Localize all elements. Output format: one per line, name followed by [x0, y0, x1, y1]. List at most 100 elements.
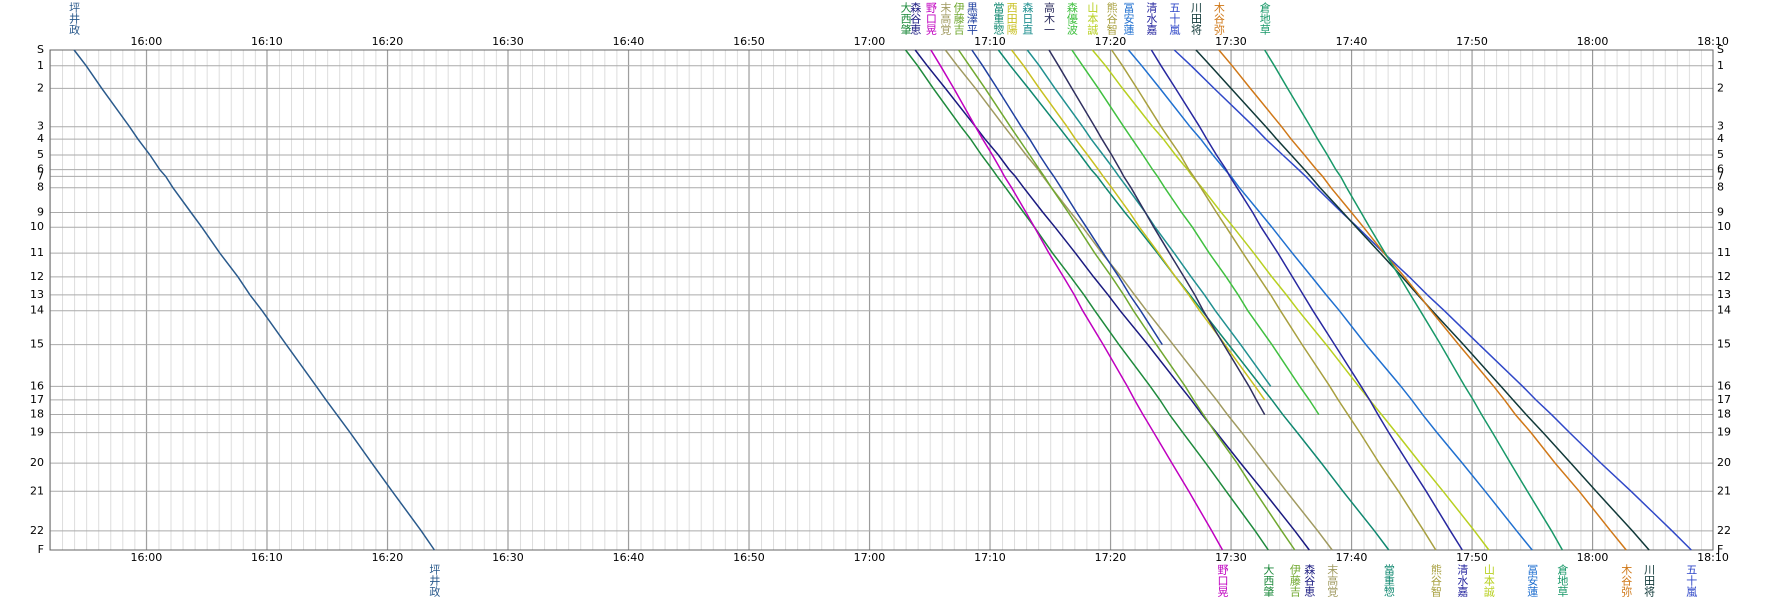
runner-name: 當重惣	[992, 2, 1005, 35]
y-tick-label: 1	[37, 59, 44, 72]
y-tick-label: 17	[30, 393, 44, 406]
runner-line	[1048, 49, 1266, 415]
y-tick-label: 16	[30, 379, 44, 392]
x-tick-label: 17:20	[1095, 35, 1127, 48]
y-tick-label: 18	[30, 408, 44, 421]
runner-name: 五十嵐	[1685, 564, 1698, 598]
y-tick-label: 21	[30, 484, 44, 497]
y-tick-label: 10	[30, 220, 44, 233]
runner-line	[1111, 49, 1437, 551]
x-tick-label: 16:50	[733, 35, 765, 48]
runner-name: 冨安蓮	[1526, 564, 1539, 598]
y-tick-label: 13	[30, 288, 44, 301]
runner-name: 野口晃	[1216, 564, 1229, 598]
y-tick-label: 2	[37, 81, 44, 94]
y-tick-label: 3	[1717, 120, 1724, 133]
x-tick-label: 17:10	[974, 551, 1006, 564]
y-tick-label: 2	[1717, 81, 1724, 94]
runner-name: 木谷弥	[1620, 564, 1633, 598]
y-tick-label: S	[37, 43, 44, 56]
x-tick-label: 17:30	[1215, 551, 1247, 564]
runner-name: 倉地草	[1258, 1, 1271, 35]
x-tick-label: 16:40	[613, 551, 645, 564]
runner-name: 山本誠	[1482, 564, 1495, 598]
y-tick-label: 20	[30, 456, 44, 469]
runner-line	[930, 49, 1224, 551]
x-tick-label: 17:00	[854, 35, 886, 48]
runner-name: 伊藤吉	[1288, 564, 1301, 598]
y-tick-label: 20	[1717, 456, 1731, 469]
y-tick-label: 4	[37, 132, 44, 145]
runner-name: 木谷弥	[1212, 2, 1225, 36]
x-tick-label: 16:00	[131, 35, 163, 48]
y-tick-label: 17	[1717, 393, 1731, 406]
y-tick-label: 11	[30, 246, 44, 259]
y-tick-label: 3	[37, 120, 44, 133]
minor-grid	[50, 50, 1713, 550]
runner-name: 五十嵐	[1168, 2, 1181, 36]
y-tick-label: 16	[1717, 379, 1731, 392]
y-tick-label: 9	[37, 206, 44, 219]
runner-line	[1127, 49, 1533, 551]
x-tick-label: 16:50	[733, 551, 765, 564]
x-tick-label: 18:10	[1697, 551, 1729, 564]
y-tick-label: 13	[1717, 288, 1731, 301]
runner-name: 熊谷智	[1105, 1, 1118, 36]
runner-name: 森優波	[1065, 1, 1078, 36]
y-tick-label: 7	[37, 169, 44, 182]
y-tick-label: 12	[30, 270, 44, 283]
y-tick-label: 19	[1717, 426, 1731, 439]
y-tick-label: S	[1717, 43, 1724, 56]
x-tick-label: 16:10	[251, 35, 283, 48]
y-tick-label: 15	[30, 338, 44, 351]
y-tick-label: 6	[1717, 163, 1724, 176]
runner-line	[957, 49, 1296, 551]
x-tick-label: 16:40	[613, 35, 645, 48]
y-tick-label: 9	[1717, 206, 1724, 219]
runner-name: 清水嘉	[1456, 564, 1469, 598]
y-tick-label: 22	[30, 524, 44, 537]
y-tick-label: 1	[1717, 59, 1724, 72]
runner-name: 川田将	[1643, 564, 1656, 597]
runner-name: 末高覚	[939, 1, 952, 36]
x-tick-label: 16:20	[372, 35, 404, 48]
runner-line	[914, 49, 1310, 551]
runner-name: 當重惣	[1382, 564, 1395, 597]
x-tick-label: 17:30	[1215, 35, 1247, 48]
x-tick-label: 17:40	[1336, 35, 1368, 48]
y-tick-label: 12	[1717, 270, 1731, 283]
x-tick-label: 17:40	[1336, 551, 1368, 564]
x-tick-label: 17:50	[1456, 35, 1488, 48]
runner-name: 黒澤平	[965, 2, 978, 36]
y-tick-label: 6	[37, 163, 44, 176]
runner-line	[971, 49, 1163, 346]
x-tick-label: 18:00	[1577, 551, 1609, 564]
plot-frame	[49, 49, 1714, 551]
runner-line	[73, 49, 436, 551]
runner-line	[1150, 49, 1463, 551]
y-tick-label: 21	[1717, 484, 1731, 497]
runner-line	[1091, 49, 1490, 551]
runner-name: 野口晃	[924, 2, 937, 36]
runner-name: 冨安蓮	[1122, 2, 1135, 36]
y-tick-label: 8	[37, 181, 44, 194]
runner-name: 山本誠	[1086, 2, 1099, 36]
y-tick-label: 5	[37, 148, 44, 161]
y-tick-label: 22	[1717, 524, 1731, 537]
y-tick-label: 7	[1717, 169, 1724, 182]
runner-name: 大西肇	[899, 1, 912, 36]
runner-line	[1195, 49, 1650, 551]
runner-name: 大西肇	[1262, 563, 1275, 598]
y-tick-label: F	[1717, 543, 1723, 556]
runner-name: 坪井政	[68, 2, 81, 36]
x-tick-label: 18:00	[1577, 35, 1609, 48]
runner-name: 伊藤吉	[952, 2, 965, 36]
y-tick-label: F	[38, 543, 44, 556]
y-tick-label: 10	[1717, 220, 1731, 233]
y-tick-label: 14	[1717, 304, 1731, 317]
x-tick-label: 17:00	[854, 551, 886, 564]
y-tick-label: 11	[1717, 246, 1731, 259]
runner-name: 高木一	[1043, 1, 1056, 35]
runner-name: 熊谷智	[1429, 563, 1442, 598]
